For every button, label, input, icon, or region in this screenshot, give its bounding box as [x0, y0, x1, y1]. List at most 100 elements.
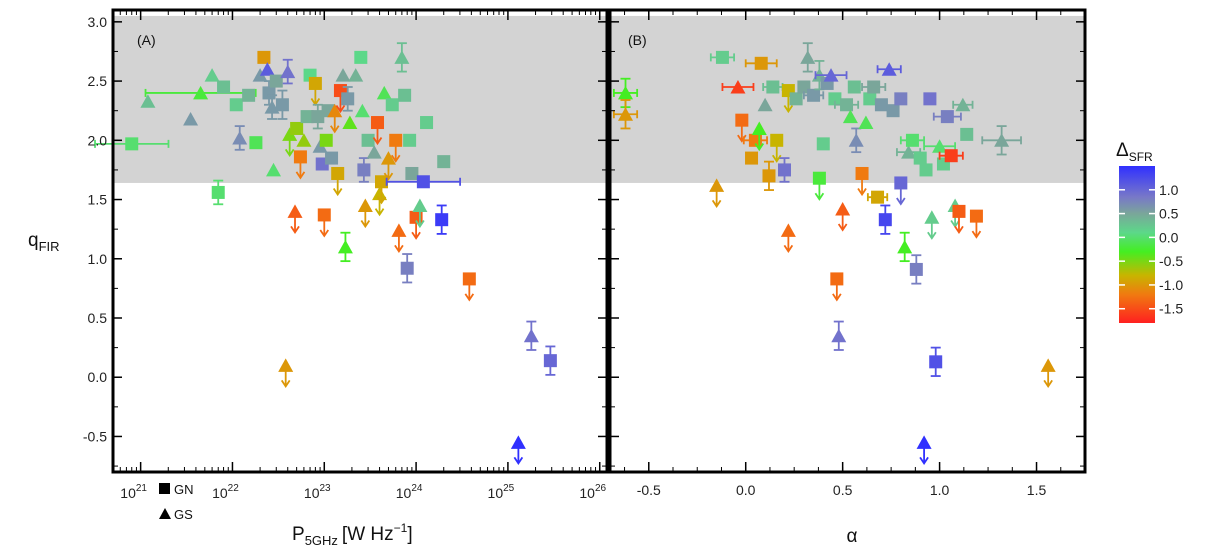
square-marker — [745, 151, 759, 165]
data-point-triangle — [327, 103, 343, 134]
colorbar-title-main: Δ — [1116, 140, 1129, 161]
data-point-square — [357, 157, 371, 183]
data-point-square — [308, 76, 322, 107]
colorbar-title-sub: SFR — [1129, 150, 1153, 164]
legend-triangle-marker — [159, 508, 171, 519]
square-marker — [878, 213, 892, 227]
data-point-triangle — [981, 125, 1022, 156]
square-marker — [435, 213, 449, 227]
x-tick-label: 1021 — [120, 483, 147, 501]
square-marker — [929, 355, 943, 369]
square-marker — [398, 88, 412, 102]
colorbar-ticks: 1.0 0.5 0.0 -0.5 -1.0 -1.5 — [1119, 182, 1183, 317]
data-point-square — [828, 92, 842, 106]
data-point-square — [311, 103, 325, 130]
x-axis-label-a: P5GHz [W Hz−1] — [292, 521, 413, 548]
triangle-marker — [394, 50, 410, 64]
data-point-triangle — [144, 85, 257, 100]
upper-limit-arrowhead — [374, 208, 385, 217]
square-marker — [812, 171, 826, 185]
data-point-triangle — [140, 94, 156, 108]
triangle-marker — [994, 133, 1010, 147]
triangle-marker — [924, 210, 940, 224]
square-marker — [766, 80, 780, 94]
triangle-marker — [391, 223, 407, 237]
upper-limit-arrowhead — [814, 192, 825, 201]
square-marker — [308, 76, 322, 90]
data-point-triangle — [1040, 358, 1056, 389]
data-point-triangle — [757, 97, 773, 112]
upper-limit-arrowhead — [360, 219, 371, 229]
y-tick-label: 0.5 — [88, 310, 108, 326]
data-point-triangle — [372, 186, 388, 217]
data-point-triangle — [337, 231, 353, 263]
triangle-marker — [848, 133, 864, 147]
data-point-triangle — [751, 121, 767, 152]
triangle-marker — [618, 107, 634, 121]
data-point-square — [802, 88, 825, 102]
data-point-square — [435, 204, 449, 235]
triangle-marker — [357, 198, 373, 212]
square-marker — [855, 166, 869, 180]
square-marker — [754, 56, 768, 70]
square-marker — [405, 166, 419, 180]
x-tick-label: 1024 — [396, 483, 423, 501]
triangle-marker — [380, 151, 396, 165]
square-marker — [375, 175, 389, 189]
square-marker — [952, 204, 966, 218]
data-point-square — [770, 133, 784, 163]
square-marker — [354, 50, 368, 64]
data-point-square — [371, 116, 385, 146]
y-tick-label: 2.0 — [88, 132, 108, 148]
data-point-square — [389, 133, 403, 163]
square-marker — [257, 50, 271, 64]
square-marker — [735, 113, 749, 127]
data-point-square — [354, 50, 368, 64]
data-point-triangle — [376, 85, 392, 100]
data-point-triangle — [814, 68, 848, 82]
x-tick-label-base: 10 — [396, 485, 412, 501]
square-marker — [543, 354, 557, 368]
data-point-triangle — [232, 125, 248, 151]
triangle-marker — [337, 239, 353, 254]
upper-limit-arrowhead — [927, 231, 937, 240]
upper-limit-arrowhead — [464, 293, 475, 302]
upper-limit-arrowhead — [390, 154, 401, 163]
data-point-square — [894, 92, 908, 106]
triangle-marker — [842, 109, 858, 124]
colorbar-title: ΔSFR — [1116, 140, 1153, 164]
data-point-square — [830, 272, 844, 302]
data-point-triangle — [282, 127, 298, 158]
data-point-triangle — [296, 133, 312, 147]
legend-label-gn: GN — [174, 482, 194, 497]
data-point-square — [249, 136, 263, 150]
upper-limit-arrowhead — [332, 187, 343, 197]
data-point-square — [833, 98, 860, 112]
data-point-square — [863, 92, 877, 106]
upper-limit-arrowhead — [771, 154, 782, 163]
square-marker — [437, 155, 451, 169]
upper-limit-arrowhead — [919, 456, 929, 466]
square-marker — [777, 163, 791, 177]
x-tick-label-base: 10 — [579, 485, 595, 501]
data-point-square — [229, 98, 243, 112]
upper-limit-arrowhead — [513, 456, 524, 466]
triangle-marker — [232, 130, 248, 145]
panel-a-shaded-band — [113, 15, 607, 183]
square-marker — [125, 137, 139, 151]
data-point-triangle — [916, 435, 932, 466]
square-marker — [357, 163, 371, 177]
upper-limit-arrowhead — [295, 171, 306, 180]
triangle-marker — [287, 204, 303, 218]
triangle-marker — [327, 103, 343, 118]
data-point-triangle — [780, 223, 796, 253]
panel-b-label: (B) — [628, 32, 647, 48]
data-point-square — [952, 204, 966, 235]
square-marker — [361, 133, 375, 147]
square-marker — [319, 133, 333, 147]
y-axis-label-sub: FIR — [39, 239, 60, 254]
data-point-triangle — [510, 435, 526, 466]
square-marker — [789, 92, 803, 106]
upper-limit-arrowhead — [290, 225, 300, 235]
